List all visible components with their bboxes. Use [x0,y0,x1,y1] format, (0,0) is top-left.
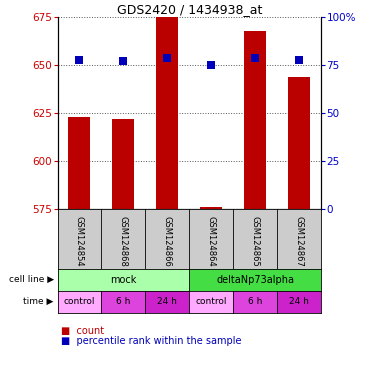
Text: control: control [196,297,227,306]
Point [121,58,127,65]
Text: 6 h: 6 h [116,297,131,306]
Text: GSM124867: GSM124867 [295,217,303,267]
Title: GDS2420 / 1434938_at: GDS2420 / 1434938_at [116,3,262,16]
Point [252,55,258,61]
Text: GSM124868: GSM124868 [119,217,128,267]
Text: mock: mock [110,275,137,285]
Point [296,56,302,63]
Bar [69,117,91,209]
Text: ■  percentile rank within the sample: ■ percentile rank within the sample [61,336,242,346]
Text: GSM124866: GSM124866 [163,217,172,267]
Bar [288,77,310,209]
Text: deltaNp73alpha: deltaNp73alpha [216,275,294,285]
Bar [112,119,134,209]
Text: time ▶: time ▶ [23,297,54,306]
Text: GSM124854: GSM124854 [75,217,84,267]
Bar [156,17,178,209]
Text: GSM124864: GSM124864 [207,217,216,267]
Point [208,62,214,68]
Text: GSM124865: GSM124865 [250,217,260,267]
Bar [200,207,222,209]
Bar [244,31,266,209]
Point [164,55,170,61]
Text: control: control [64,297,95,306]
Text: 24 h: 24 h [289,297,309,306]
Text: 6 h: 6 h [248,297,262,306]
Text: ■  count: ■ count [61,326,104,336]
Text: 24 h: 24 h [157,297,177,306]
Text: cell line ▶: cell line ▶ [9,275,54,284]
Point [76,56,82,63]
